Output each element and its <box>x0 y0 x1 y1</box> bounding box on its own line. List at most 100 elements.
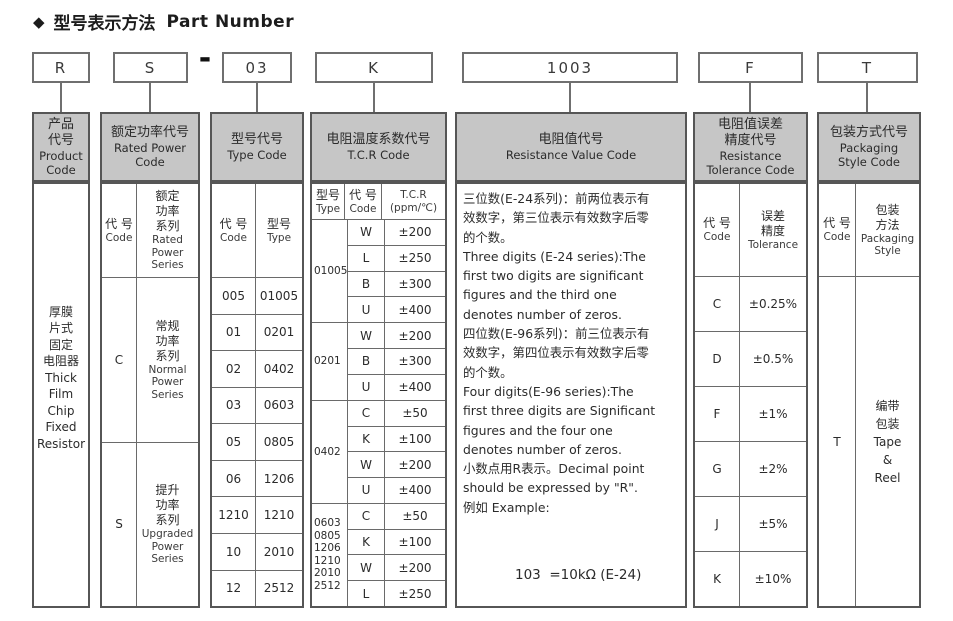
table-row: 1210 1210 <box>212 497 302 534</box>
code-cell: L <box>348 581 385 606</box>
code-cell: U <box>348 478 385 503</box>
text-line: Fixed <box>45 420 77 435</box>
table-row: U ±400 <box>348 477 445 503</box>
type-cell: 0603 0805 1206 1210 2010 2512 <box>312 503 348 606</box>
text-line: 1210 <box>314 554 341 567</box>
text-line: 电阻温度系数代号 <box>326 131 431 147</box>
text-line: 电阻器 <box>42 354 79 369</box>
text-line: Three digits (E-24 series):The <box>463 248 646 264</box>
text-line: 0201 <box>314 355 341 368</box>
code-cell: C <box>695 277 740 331</box>
text-line: 代 号 <box>823 216 851 231</box>
tcr-cell: ±250 <box>398 251 432 266</box>
text-line: & <box>882 452 893 467</box>
table-row: C ±50 <box>348 503 445 529</box>
part-box-tolerance: F <box>698 52 803 83</box>
text-line: 额定功率代号 <box>110 124 189 140</box>
table-row: 06 1206 <box>212 460 302 498</box>
type-cell: 0201 <box>312 323 348 400</box>
text-line: Code <box>220 231 247 244</box>
text-line: Rated Power <box>113 140 187 155</box>
tcr-cell: ±200 <box>398 328 432 343</box>
text-line: should be expressed by "R". <box>463 480 638 496</box>
style-column-header: 包装 方法 Packaging Style <box>856 184 919 276</box>
code-column-header: 代 号 Code <box>695 184 740 276</box>
tolerance-column-header: 误差 精度 Tolerance <box>740 184 806 276</box>
tcr-cell: ±200 <box>398 457 432 472</box>
code-cell: B <box>348 349 385 374</box>
text-line: 电阻值代号 <box>538 131 604 147</box>
text-line: Power <box>151 246 184 259</box>
text-line: Code <box>703 231 731 244</box>
code-cell: 1210 <box>212 497 256 533</box>
tolerance-cell: ±0.25% <box>748 297 798 311</box>
table-row: W ±200 <box>348 554 445 581</box>
table-row: 03 0603 <box>212 387 302 425</box>
text-line: Resistor <box>37 436 85 451</box>
tcr-cell: ±250 <box>398 586 432 601</box>
text-line: 的个数。 <box>463 364 513 380</box>
type-column-header: 型号 Type <box>256 184 302 277</box>
code-column-header: 代 号 Code <box>102 184 137 277</box>
code-cell: U <box>348 374 385 400</box>
code-cell: D <box>695 332 740 386</box>
text-line: 系列 <box>155 219 180 234</box>
type-cell: 0402 <box>263 361 295 376</box>
text-line: 常规 <box>155 318 180 333</box>
example-line: 103 =10kΩ (E-24) <box>515 567 642 584</box>
type-cell: 0805 <box>263 435 295 450</box>
tcr-group: 0201 W ±200 B ±300 U ±400 <box>312 322 445 400</box>
text-line: Style <box>874 245 901 257</box>
table-row: 10 2010 <box>212 533 302 571</box>
text-line: 三位数(E-24系列)：前两位表示有 <box>463 191 650 206</box>
table-row: T 编带 包装 Tape & Reel <box>819 277 919 606</box>
type-cell: 0603 <box>263 398 295 413</box>
part-box-packaging: T <box>817 52 918 83</box>
text-line: Power <box>151 376 184 388</box>
resistance-examples: 103 =10kΩ (E-24) 1003=100kΩ(E-96) 1R0 =1… <box>463 520 679 606</box>
part-box-resistance: 1003 <box>462 52 678 83</box>
text-line: 01005 <box>314 264 348 277</box>
text-line: Series <box>151 259 184 272</box>
text-line: 0603 <box>314 517 341 530</box>
text-line: Series <box>151 388 184 401</box>
header-resistance-tolerance-code: 电阻值误差 精度代号 Resistance Tolerance Code <box>693 112 808 182</box>
code-cell: U <box>348 297 385 323</box>
text-line: Code <box>349 202 377 215</box>
table-row: W ±200 <box>348 220 445 245</box>
table-row: S 提升 功率 系列 Upgraded Power Series <box>102 442 198 606</box>
text-line: first three digits are Significant <box>463 403 656 419</box>
part-dash: - <box>198 40 212 76</box>
text-line: 方法 <box>875 217 900 232</box>
table-row: L ±250 <box>348 244 445 271</box>
text-line: T.C.R <box>400 189 427 201</box>
packaging-table: 代 号 Code 包装 方法 Packaging Style T 编带 包装 T… <box>817 182 921 608</box>
table-subheader: 代 号 Code 包装 方法 Packaging Style <box>819 184 919 277</box>
code-cell: 01 <box>212 314 256 351</box>
text-line: Type Code <box>227 147 287 162</box>
text-line: Upgraded <box>141 528 194 540</box>
text-line: Resistance <box>719 148 782 163</box>
text-line: 误差 <box>760 208 785 223</box>
table-subheader: 代 号 Code 误差 精度 Tolerance <box>695 184 806 277</box>
text-line: 例如 Example: <box>463 499 550 515</box>
tcr-cell: ±400 <box>398 483 432 498</box>
text-line: Chip <box>47 403 75 418</box>
tolerance-cell: ±1% <box>758 407 788 421</box>
text-line: Tape <box>873 434 902 449</box>
type-cell: 2512 <box>263 581 295 596</box>
table-row: W ±200 <box>348 451 445 478</box>
code-column-header: 代 号 Code <box>345 184 382 219</box>
table-row: W ±200 <box>348 323 445 348</box>
code-cell: 10 <box>212 533 256 570</box>
text-line: Type <box>315 202 341 215</box>
text-line: Style Code <box>838 155 900 169</box>
text-line: 固定 <box>48 337 73 352</box>
table-row: 05 0805 <box>212 424 302 461</box>
text-line: Code <box>105 231 133 244</box>
text-line: Product <box>39 148 83 163</box>
text-line: 的个数。 <box>463 229 513 245</box>
tcr-cell: ±50 <box>402 406 428 421</box>
text-line: Packaging <box>839 140 899 155</box>
tcr-cell: ±200 <box>398 560 432 575</box>
